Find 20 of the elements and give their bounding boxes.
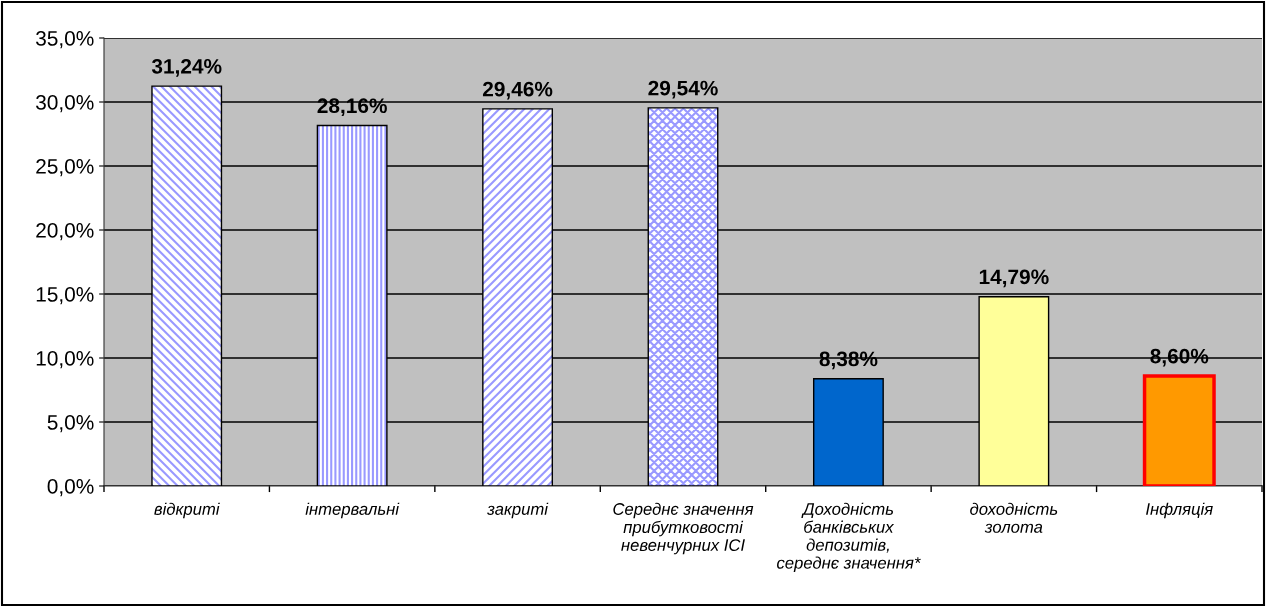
x-tick-label: Середнє значення прибутковості невенчурних ІСІ bbox=[613, 502, 754, 555]
data-label: 29,46% bbox=[482, 81, 553, 100]
data-label: 28,16% bbox=[317, 98, 387, 117]
data-label: 31,24% bbox=[151, 58, 222, 77]
data-label: 29,54% bbox=[648, 80, 718, 99]
x-tick-label: Інфляція bbox=[1146, 502, 1213, 519]
y-tick-label: 5,0% bbox=[47, 415, 94, 433]
x-tick-label: доходність золота bbox=[970, 502, 1058, 533]
x-tick-label: інтервальні bbox=[305, 502, 400, 519]
y-tick-label: 0,0% bbox=[47, 479, 94, 497]
x-tick-label: закриті bbox=[487, 502, 549, 519]
y-tick-label: 15,0% bbox=[36, 287, 94, 305]
y-tick-label: 35,0% bbox=[36, 31, 94, 49]
data-label: 14,79% bbox=[979, 269, 1049, 288]
y-tick-label: 25,0% bbox=[36, 159, 94, 177]
y-tick-label: 30,0% bbox=[36, 95, 94, 113]
y-tick-label: 10,0% bbox=[36, 351, 94, 369]
x-tick-label: Доходність банківських депозитів, середнє значення* bbox=[777, 502, 921, 573]
x-tick-label: відкриті bbox=[154, 502, 220, 519]
y-tick-label: 20,0% bbox=[36, 223, 94, 241]
